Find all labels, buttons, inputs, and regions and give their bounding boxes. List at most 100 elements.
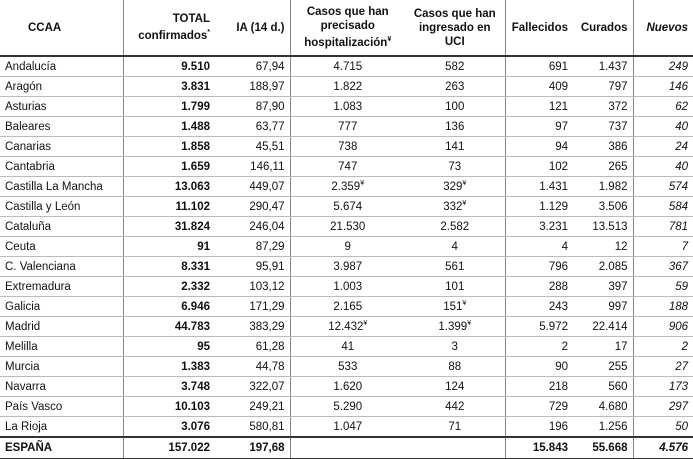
table-row: Murcia 1.383 44,78 533 88 90 255 27 bbox=[0, 356, 693, 377]
table-cell: 1.003 bbox=[290, 276, 405, 297]
table-cell: 95 bbox=[123, 336, 215, 357]
table-cell: Castilla y León bbox=[0, 196, 124, 217]
cell-text: 322,07 bbox=[249, 380, 285, 393]
table-row: Navarra 3.748 322,07 1.620 124 218 560 173 bbox=[0, 376, 693, 397]
cell-text: Navarra bbox=[5, 380, 46, 393]
cell-text: ESPAÑA bbox=[5, 442, 53, 454]
header-cell: IA (14 d.) bbox=[215, 0, 291, 57]
table-cell: 288 bbox=[505, 276, 573, 297]
table-cell bbox=[290, 436, 405, 459]
cell-text: 71 bbox=[448, 420, 462, 433]
table-cell: 582 bbox=[405, 56, 506, 77]
table-cell: 297 bbox=[633, 396, 693, 417]
cell-text: Ceuta bbox=[5, 240, 36, 253]
table-row: La Rioja 3.076 580,81 1.047 71 196 1.256 50 bbox=[0, 416, 693, 438]
cell-text: 40 bbox=[675, 120, 688, 133]
cell-text: 796 bbox=[548, 260, 568, 273]
cell-text: 12 bbox=[614, 240, 628, 253]
table-cell: 121 bbox=[505, 96, 573, 117]
cell-text: 533 bbox=[338, 360, 358, 373]
table-cell: 2.582 bbox=[405, 216, 506, 237]
cell-text: 9 bbox=[344, 240, 351, 253]
cell-text: 2.359 bbox=[331, 181, 361, 193]
table-cell: 4 bbox=[505, 236, 573, 257]
table-cell: 41 bbox=[290, 336, 405, 357]
cell-text: 4 bbox=[561, 240, 568, 253]
cell-text: Asturias bbox=[5, 100, 47, 113]
footnote-mark: ¥ bbox=[360, 180, 365, 187]
cell-text: CCAA bbox=[28, 21, 62, 34]
table-cell: 31.824 bbox=[123, 216, 215, 237]
table-cell: 1.047 bbox=[290, 416, 405, 438]
table-cell: 560 bbox=[573, 376, 634, 397]
table-row: Cantabria 1.659 146,11 747 73 102 265 40 bbox=[0, 156, 693, 177]
cell-text: 27 bbox=[675, 360, 688, 373]
table-cell: 94 bbox=[505, 136, 573, 157]
table-cell: Ceuta bbox=[0, 236, 124, 257]
table-cell: Baleares bbox=[0, 116, 124, 137]
cell-text: 738 bbox=[338, 140, 358, 153]
table-cell: 2.332 bbox=[123, 276, 215, 297]
table-cell: 197,68 bbox=[215, 436, 291, 459]
cell-text: 141 bbox=[445, 140, 465, 153]
table-cell: 5.972 bbox=[505, 316, 573, 337]
table-cell: 383,29 bbox=[215, 316, 291, 337]
table-cell: C. Valenciana bbox=[0, 256, 124, 277]
table-cell: 171,29 bbox=[215, 296, 291, 317]
cell-text: Castilla La Mancha bbox=[5, 180, 103, 193]
cell-text: 1.620 bbox=[333, 380, 363, 393]
table-cell: Madrid bbox=[0, 316, 124, 337]
cell-text: 10.103 bbox=[174, 400, 210, 413]
cell-text: 103,12 bbox=[249, 280, 285, 293]
cell-text: 197,68 bbox=[249, 442, 285, 454]
cell-text: 13.513 bbox=[592, 220, 628, 233]
table-cell: 3.831 bbox=[123, 76, 215, 97]
cell-text: Castilla y León bbox=[5, 200, 81, 213]
cell-text: 777 bbox=[338, 120, 358, 133]
cell-text: 146,11 bbox=[250, 160, 285, 173]
table-cell: 1.256 bbox=[573, 416, 634, 438]
cell-text: 2.165 bbox=[333, 300, 363, 313]
cell-text: 188 bbox=[668, 300, 688, 313]
table-cell: 3.748 bbox=[123, 376, 215, 397]
table-row: Canarias 1.858 45,51 738 141 94 386 24 bbox=[0, 136, 693, 157]
table-cell: 100 bbox=[405, 96, 506, 117]
table-cell: 71 bbox=[405, 416, 506, 438]
cell-text: 7 bbox=[681, 240, 688, 253]
cell-text: 2.332 bbox=[181, 280, 210, 293]
header-cell: Nuevos bbox=[633, 0, 693, 57]
table-cell: 151¥ bbox=[405, 296, 506, 317]
table-cell: 1.659 bbox=[123, 156, 215, 177]
cell-text: Aragón bbox=[5, 80, 43, 93]
table-cell: 747 bbox=[290, 156, 405, 177]
table-cell: Melilla bbox=[0, 336, 124, 357]
table-cell: 44.783 bbox=[123, 316, 215, 337]
table-cell: 574 bbox=[633, 176, 693, 197]
cell-text: 1.858 bbox=[181, 140, 210, 153]
table-cell: 243 bbox=[505, 296, 573, 317]
cell-text: 1.129 bbox=[539, 200, 568, 213]
table-cell: 90 bbox=[505, 356, 573, 377]
table-row: Melilla 95 61,28 41 3 2 17 2 bbox=[0, 336, 693, 357]
table-cell: 1.383 bbox=[123, 356, 215, 377]
table-cell: 3.231 bbox=[505, 216, 573, 237]
table-cell: 580,81 bbox=[215, 416, 291, 438]
cell-text: 171,29 bbox=[249, 300, 285, 313]
table-cell: 367 bbox=[633, 256, 693, 277]
cell-text: 196 bbox=[548, 420, 568, 433]
table-cell: 136 bbox=[405, 116, 506, 137]
cell-text: 151 bbox=[443, 301, 463, 313]
table-cell: 40 bbox=[633, 156, 693, 177]
cell-text: 17 bbox=[614, 340, 628, 353]
cell-text: 691 bbox=[548, 60, 568, 73]
table-cell: 87,29 bbox=[215, 236, 291, 257]
table-cell: 12 bbox=[573, 236, 634, 257]
cell-text: 3 bbox=[451, 340, 458, 353]
cell-text: 101 bbox=[445, 280, 465, 293]
cell-text: Murcia bbox=[5, 360, 40, 373]
cell-text: 100 bbox=[445, 100, 465, 113]
table-row: Ceuta 91 87,29 9 4 4 12 7 bbox=[0, 236, 693, 257]
cell-text: 3.987 bbox=[333, 260, 363, 273]
cell-text: 3.506 bbox=[598, 200, 628, 213]
